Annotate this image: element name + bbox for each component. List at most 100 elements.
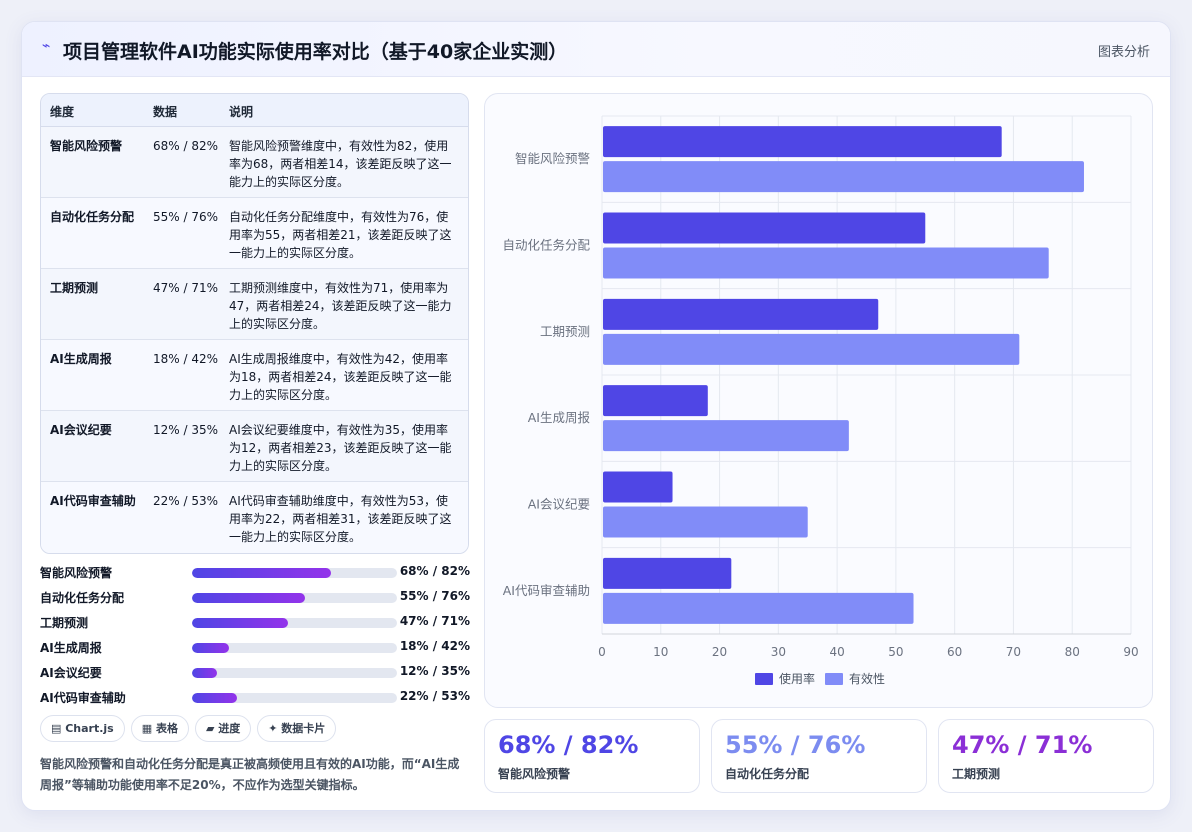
progress-track bbox=[192, 618, 397, 628]
column-header-dimension: 维度 bbox=[50, 105, 75, 119]
cell-dimension: AI会议纪要 bbox=[50, 423, 112, 437]
progress-row: 智能风险预警 68% / 82% bbox=[40, 564, 470, 580]
y-category-label: AI会议纪要 bbox=[528, 497, 590, 512]
progress-value: 18% / 42% bbox=[399, 639, 470, 653]
kpi-card: 47% / 71% 工期预测 bbox=[938, 719, 1154, 793]
bar-usage bbox=[603, 385, 708, 417]
y-category-label: AI代码审查辅助 bbox=[503, 583, 590, 598]
y-category-label: AI生成周报 bbox=[528, 410, 591, 425]
bar-effectiveness bbox=[603, 247, 1049, 279]
bar-effectiveness bbox=[603, 333, 1020, 365]
progress-row: AI代码审查辅助 22% / 53% bbox=[40, 689, 470, 705]
bar-usage bbox=[603, 212, 926, 244]
cell-description: AI会议纪要维度中，有效性为35，使用率为12，两者相差23，该差距反映了这一能… bbox=[229, 423, 452, 473]
progress-label: AI代码审查辅助 bbox=[40, 691, 126, 705]
cell-description: AI生成周报维度中，有效性为42，使用率为18，两者相差24，该差距反映了这一能… bbox=[229, 352, 452, 402]
cell-data: 12% / 35% bbox=[153, 423, 219, 437]
progress-value: 68% / 82% bbox=[399, 564, 470, 578]
chart-analysis-link[interactable]: 图表分析 bbox=[1097, 45, 1150, 60]
bar-usage bbox=[603, 126, 1002, 158]
header-bar: ⌁ 项目管理软件AI功能实际使用率对比（基于40家企业实测） 图表分析 bbox=[22, 22, 1170, 77]
table-row: 工期预测 47% / 71% 工期预测维度中，有效性为71，使用率为47，两者相… bbox=[41, 269, 468, 340]
table-row: 自动化任务分配 55% / 76% 自动化任务分配维度中，有效性为76，使用率为… bbox=[41, 198, 468, 269]
progress-fill bbox=[192, 568, 332, 578]
cell-dimension: 智能风险预警 bbox=[50, 139, 123, 153]
cell-dimension: AI代码审查辅助 bbox=[50, 494, 136, 508]
kpi-card: 68% / 82% 智能风险预警 bbox=[484, 719, 700, 793]
table-row: AI代码审查辅助 22% / 53% AI代码审查辅助维度中，有效性为53，使用… bbox=[41, 482, 468, 553]
kpi-value: 47% / 71% bbox=[952, 731, 1093, 759]
cell-description: 智能风险预警维度中，有效性为82，使用率为68，两者相差14，该差距反映了这一能… bbox=[229, 139, 452, 189]
progress-row: AI生成周报 18% / 42% bbox=[40, 639, 470, 655]
tag-table[interactable]: ▦ 表格 bbox=[130, 715, 189, 742]
bar-usage bbox=[603, 298, 879, 330]
x-tick-label: 10 bbox=[653, 645, 668, 659]
x-tick-label: 60 bbox=[947, 645, 962, 659]
cell-data: 47% / 71% bbox=[153, 281, 219, 295]
progress-fill bbox=[192, 668, 217, 678]
progress-row: 工期预测 47% / 71% bbox=[40, 614, 470, 630]
bar-usage bbox=[603, 471, 673, 503]
page-title: 项目管理软件AI功能实际使用率对比（基于40家企业实测） bbox=[63, 41, 568, 63]
tag-chartjs[interactable]: ▤ Chart.js bbox=[40, 715, 125, 742]
progress-fill bbox=[192, 593, 305, 603]
progress-label: 工期预测 bbox=[40, 616, 89, 630]
kpi-label: 自动化任务分配 bbox=[725, 767, 810, 781]
progress-fill bbox=[192, 643, 229, 653]
x-tick-label: 70 bbox=[1006, 645, 1021, 659]
table-row: 智能风险预警 68% / 82% 智能风险预警维度中，有效性为82，使用率为68… bbox=[41, 127, 468, 198]
x-tick-label: 50 bbox=[888, 645, 903, 659]
progress-label: AI生成周报 bbox=[40, 641, 102, 655]
y-category-label: 工期预测 bbox=[540, 324, 590, 339]
progress-value: 12% / 35% bbox=[399, 664, 470, 678]
bar-effectiveness bbox=[603, 161, 1084, 193]
progress-value: 55% / 76% bbox=[399, 589, 470, 603]
bar-effectiveness bbox=[603, 420, 849, 452]
progress-row: AI会议纪要 12% / 35% bbox=[40, 664, 470, 680]
column-header-description: 说明 bbox=[229, 105, 254, 119]
conclusion-text: 智能风险预警和自动化任务分配是真正被高频使用且有效的AI功能，而“AI生成周报”… bbox=[40, 757, 460, 792]
progress-track bbox=[192, 693, 397, 703]
progress-fill bbox=[192, 693, 238, 703]
table-row: AI生成周报 18% / 42% AI生成周报维度中，有效性为42，使用率为18… bbox=[41, 340, 468, 411]
tag-data-cards[interactable]: ✦ 数据卡片 bbox=[257, 715, 337, 742]
legend-swatch bbox=[755, 673, 773, 685]
dashboard-card: ⌁ 项目管理软件AI功能实际使用率对比（基于40家企业实测） 图表分析 维度 数… bbox=[21, 21, 1171, 811]
x-tick-label: 90 bbox=[1123, 645, 1138, 659]
x-tick-label: 40 bbox=[829, 645, 844, 659]
bar-effectiveness bbox=[603, 506, 808, 538]
x-tick-label: 80 bbox=[1065, 645, 1080, 659]
table-header: 维度 数据 说明 bbox=[41, 94, 468, 127]
cell-dimension: 工期预测 bbox=[50, 281, 99, 295]
cell-description: AI代码审查辅助维度中，有效性为53，使用率为22，两者相差31，该差距反映了这… bbox=[229, 494, 452, 544]
bar-usage bbox=[603, 557, 732, 589]
x-tick-label: 0 bbox=[598, 645, 606, 659]
y-category-label: 自动化任务分配 bbox=[502, 238, 590, 253]
kpi-label: 工期预测 bbox=[952, 767, 1001, 781]
cell-data: 55% / 76% bbox=[153, 210, 219, 224]
progress-track bbox=[192, 668, 397, 678]
cell-description: 工期预测维度中，有效性为71，使用率为47，两者相差24，该差距反映了这一能力上… bbox=[229, 281, 452, 331]
progress-label: AI会议纪要 bbox=[40, 666, 102, 680]
lightning-icon: ⌁ bbox=[42, 38, 51, 54]
y-category-label: 智能风险预警 bbox=[515, 151, 590, 166]
cell-dimension: AI生成周报 bbox=[50, 352, 112, 366]
tag-progress[interactable]: ▰ 进度 bbox=[194, 715, 252, 742]
cell-data: 18% / 42% bbox=[153, 352, 219, 366]
column-header-data: 数据 bbox=[153, 105, 178, 119]
bar-effectiveness bbox=[603, 592, 914, 624]
cell-data: 22% / 53% bbox=[153, 494, 219, 508]
chart-panel: 0 10 20 30 40 50 60 70 80 90 智能风险预警 自动化任务分配 工期预测 AI生成… bbox=[484, 93, 1153, 708]
progress-label: 智能风险预警 bbox=[40, 566, 113, 580]
cell-dimension: 自动化任务分配 bbox=[50, 210, 135, 224]
progress-label: 自动化任务分配 bbox=[40, 591, 125, 605]
progress-track bbox=[192, 568, 397, 578]
progress-fill bbox=[192, 618, 289, 628]
x-tick-label: 30 bbox=[771, 645, 786, 659]
kpi-label: 智能风险预警 bbox=[498, 767, 571, 781]
legend-swatch bbox=[825, 673, 843, 685]
table-row: AI会议纪要 12% / 35% AI会议纪要维度中，有效性为35，使用率为12… bbox=[41, 411, 468, 482]
kpi-value: 68% / 82% bbox=[498, 731, 639, 759]
legend-label: 使用率 bbox=[779, 671, 815, 686]
